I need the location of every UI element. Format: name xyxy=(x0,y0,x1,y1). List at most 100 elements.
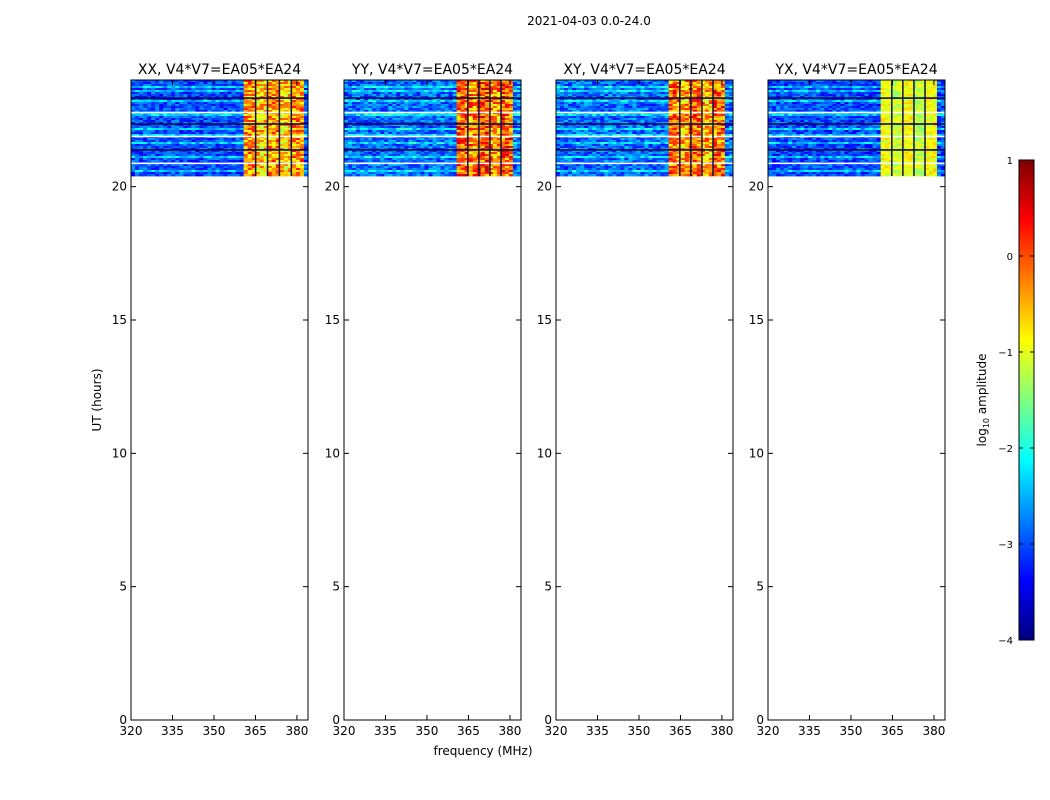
heatmap-cell xyxy=(504,154,510,157)
heatmap-cell xyxy=(271,172,277,175)
heatmap-cell xyxy=(568,106,573,109)
heatmap-cell xyxy=(199,144,204,147)
heatmap-cell xyxy=(183,108,188,111)
heatmap-cell xyxy=(356,110,361,113)
heatmap-cell xyxy=(271,94,277,97)
heatmap-cell xyxy=(183,126,188,129)
heatmap-cell xyxy=(668,82,674,85)
heatmap-cell xyxy=(716,96,722,99)
heatmap-cell xyxy=(219,158,224,161)
heatmap-cell xyxy=(155,118,160,121)
heatmap-cell xyxy=(227,160,232,163)
heatmap-cell xyxy=(396,110,401,113)
heatmap-cell xyxy=(368,138,373,141)
heatmap-cell xyxy=(175,98,180,101)
heatmap-cell xyxy=(588,106,593,109)
heatmap-cell xyxy=(171,142,176,145)
heatmap-cell xyxy=(259,166,265,169)
heatmap-cell xyxy=(199,152,204,155)
heatmap-cell xyxy=(352,158,357,161)
heatmap-cell xyxy=(652,86,657,89)
heatmap-cell xyxy=(440,80,445,83)
heatmap-cell xyxy=(171,126,176,129)
heatmap-cell xyxy=(251,120,257,123)
heatmap-cell xyxy=(396,164,401,167)
heatmap-cell xyxy=(203,150,208,153)
heatmap-cell xyxy=(179,146,184,149)
heatmap-cell xyxy=(388,102,393,105)
heatmap-cell xyxy=(640,84,645,87)
heatmap-cell xyxy=(684,84,690,87)
heatmap-cell xyxy=(408,116,413,119)
heatmap-cell xyxy=(580,104,585,107)
heatmap-cell xyxy=(211,96,216,99)
heatmap-cell xyxy=(500,126,506,129)
heatmap-cell xyxy=(344,84,349,87)
heatmap-cell xyxy=(472,168,478,171)
heatmap-cell xyxy=(191,140,196,143)
heatmap-cell xyxy=(616,110,621,113)
heatmap-cell xyxy=(380,156,385,159)
heatmap-cell xyxy=(480,94,486,97)
heatmap-cell xyxy=(680,88,686,91)
heatmap-cell xyxy=(147,80,152,83)
heatmap-cell xyxy=(183,120,188,123)
heatmap-cell xyxy=(263,84,269,87)
heatmap-cell xyxy=(167,94,172,97)
heatmap-cell xyxy=(444,170,449,173)
heatmap-cell xyxy=(207,134,212,137)
heatmap-cell xyxy=(568,102,573,105)
heatmap-cell xyxy=(416,116,421,119)
heatmap-cell xyxy=(496,156,502,159)
heatmap-cell xyxy=(444,164,449,167)
heatmap-cell xyxy=(151,160,156,163)
heatmap-cell xyxy=(596,110,601,113)
heatmap-cell xyxy=(436,90,441,93)
heatmap-cell xyxy=(135,100,140,103)
heatmap-cell xyxy=(360,142,365,145)
heatmap-cell xyxy=(432,86,437,89)
heatmap-cell xyxy=(303,104,309,107)
heatmap-cell xyxy=(179,130,184,133)
heatmap-cell xyxy=(472,134,478,137)
heatmap-cell xyxy=(388,80,393,83)
heatmap-cell xyxy=(424,88,429,91)
heatmap-cell xyxy=(500,108,506,111)
heatmap-cell xyxy=(247,92,253,95)
heatmap-cell xyxy=(255,144,261,147)
heatmap-cell xyxy=(592,88,597,91)
heatmap-cell xyxy=(728,82,734,85)
heatmap-cell xyxy=(684,90,690,93)
heatmap-cell xyxy=(660,102,666,105)
heatmap-cell xyxy=(460,96,466,99)
heatmap-cell xyxy=(652,88,657,91)
heatmap-cell xyxy=(408,138,413,141)
heatmap-cell xyxy=(195,82,200,85)
heatmap-cell xyxy=(348,132,353,135)
heatmap-cell xyxy=(700,92,706,95)
heatmap-cell xyxy=(167,84,172,87)
heatmap-cell xyxy=(271,98,277,101)
heatmap-cell xyxy=(656,100,661,103)
heatmap-cell xyxy=(203,146,208,149)
heatmap-cell xyxy=(364,146,369,149)
heatmap-cell xyxy=(179,116,184,119)
heatmap-cell xyxy=(452,90,458,93)
heatmap-cell xyxy=(656,86,661,89)
heatmap-cell xyxy=(263,142,269,145)
heatmap-cell xyxy=(600,96,605,99)
heatmap-cell xyxy=(219,152,224,155)
heatmap-cell xyxy=(143,144,148,147)
heatmap-cell xyxy=(456,84,462,87)
heatmap-cell xyxy=(468,90,474,93)
heatmap-cell xyxy=(364,88,369,91)
heatmap-cell xyxy=(392,100,397,103)
heatmap-cell xyxy=(384,92,389,95)
heatmap-cell xyxy=(724,104,730,107)
heatmap-cell xyxy=(624,102,629,105)
heatmap-cell xyxy=(428,96,433,99)
heatmap-cell xyxy=(468,152,474,155)
heatmap-cell xyxy=(436,84,441,87)
heatmap-cell xyxy=(352,144,357,147)
heatmap-cell xyxy=(155,90,160,93)
